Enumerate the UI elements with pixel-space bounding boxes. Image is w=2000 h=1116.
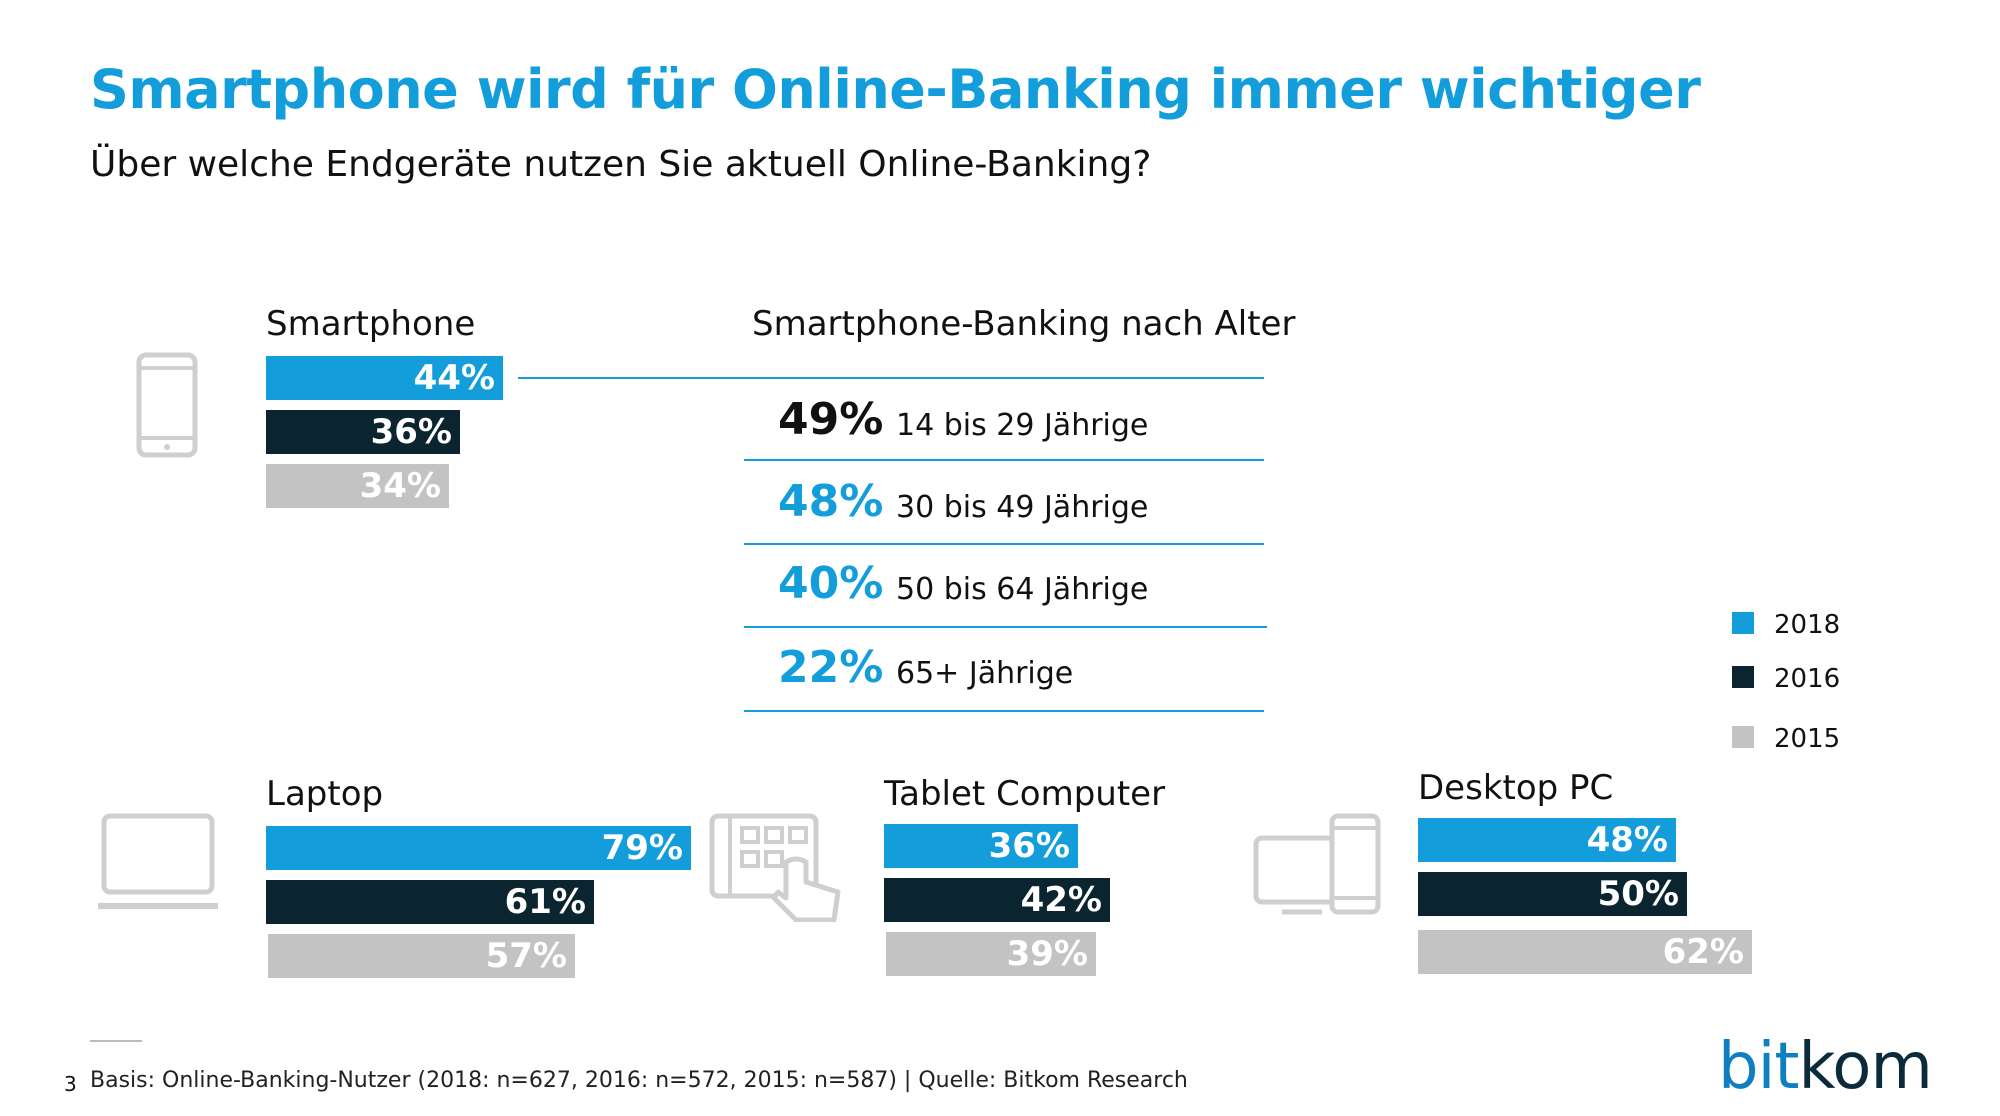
bar-smartphone-2015: 34% — [266, 464, 449, 508]
age-table: 49% 14 bis 29 Jährige 48% 30 bis 49 Jähr… — [744, 377, 1267, 717]
bar-smartphone-2016: 36% — [266, 410, 460, 454]
legend-swatch-2018 — [1732, 612, 1754, 634]
desktop-devices-icon — [1253, 813, 1381, 915]
legend-label-2018: 2018 — [1774, 610, 1841, 640]
bar-laptop-2018: 79% — [266, 826, 691, 870]
bar-value-label: 44% — [413, 358, 495, 398]
bar-group-tablet: 36% 42% 39% — [884, 824, 1244, 984]
footnote-rule — [90, 1040, 142, 1042]
age-label-65plus: 65+ Jährige — [896, 656, 1074, 691]
legend-label-2016: 2016 — [1774, 664, 1841, 694]
logo-part-bit: bit — [1718, 1030, 1799, 1104]
bar-laptop-2015: 57% — [268, 934, 575, 978]
age-divider — [744, 626, 1267, 628]
age-table-title: Smartphone-Banking nach Alter — [752, 304, 1296, 344]
bar-value-label: 39% — [1006, 934, 1088, 974]
group-label-laptop: Laptop — [266, 774, 384, 814]
age-value-65plus: 22% — [778, 642, 884, 693]
age-label-30-49: 30 bis 49 Jährige — [896, 490, 1149, 525]
laptop-icon — [98, 813, 218, 909]
bar-smartphone-2018: 44% — [266, 356, 503, 400]
bar-desktop-2018: 48% — [1418, 818, 1676, 862]
bar-value-label: 79% — [601, 828, 683, 868]
legend-label-2015: 2015 — [1774, 724, 1841, 754]
age-label-50-64: 50 bis 64 Jährige — [896, 572, 1149, 607]
age-value-50-64: 40% — [778, 558, 884, 609]
bar-value-label: 42% — [1020, 880, 1102, 920]
bar-value-label: 50% — [1597, 874, 1679, 914]
bar-value-label: 61% — [504, 882, 586, 922]
age-label-14-29: 14 bis 29 Jährige — [896, 408, 1149, 443]
smartphone-icon — [136, 352, 198, 458]
legend-swatch-2016 — [1732, 666, 1754, 688]
bar-value-label: 36% — [370, 412, 452, 452]
bar-group-smartphone: 44% 36% 34% — [266, 356, 786, 516]
group-label-desktop: Desktop PC — [1418, 768, 1614, 808]
bar-tablet-2015: 39% — [886, 932, 1096, 976]
age-value-14-29: 49% — [778, 394, 884, 445]
bitkom-logo: bitkom — [1718, 1030, 1933, 1104]
bar-value-label: 62% — [1662, 932, 1744, 972]
source-footnote: Basis: Online-Banking-Nutzer (2018: n=62… — [90, 1068, 1188, 1093]
group-label-smartphone: Smartphone — [266, 304, 476, 344]
bar-laptop-2016: 61% — [266, 880, 594, 924]
page-number: 3 — [64, 1072, 77, 1096]
logo-part-kom: kom — [1798, 1030, 1933, 1104]
age-divider — [744, 710, 1264, 712]
page-title: Smartphone wird für Online-Banking immer… — [90, 58, 1701, 121]
bar-desktop-2016: 50% — [1418, 872, 1687, 916]
legend-swatch-2015 — [1732, 726, 1754, 748]
age-divider — [744, 459, 1264, 461]
bar-desktop-2015: 62% — [1418, 930, 1752, 974]
age-value-30-49: 48% — [778, 476, 884, 527]
bar-value-label: 34% — [359, 466, 441, 506]
group-label-tablet: Tablet Computer — [884, 774, 1166, 814]
bar-group-laptop: 79% 61% 57% — [266, 826, 726, 986]
bar-tablet-2018: 36% — [884, 824, 1078, 868]
bar-value-label: 36% — [988, 826, 1070, 866]
page-subtitle: Über welche Endgeräte nutzen Sie aktuell… — [90, 144, 1152, 185]
bar-value-label: 48% — [1586, 820, 1668, 860]
tablet-touch-icon — [709, 813, 841, 922]
age-divider — [744, 543, 1264, 545]
bar-group-desktop: 48% 50% 62% — [1418, 818, 1898, 978]
bar-value-label: 57% — [485, 936, 567, 976]
bar-tablet-2016: 42% — [884, 878, 1110, 922]
connector-line — [518, 377, 1264, 379]
